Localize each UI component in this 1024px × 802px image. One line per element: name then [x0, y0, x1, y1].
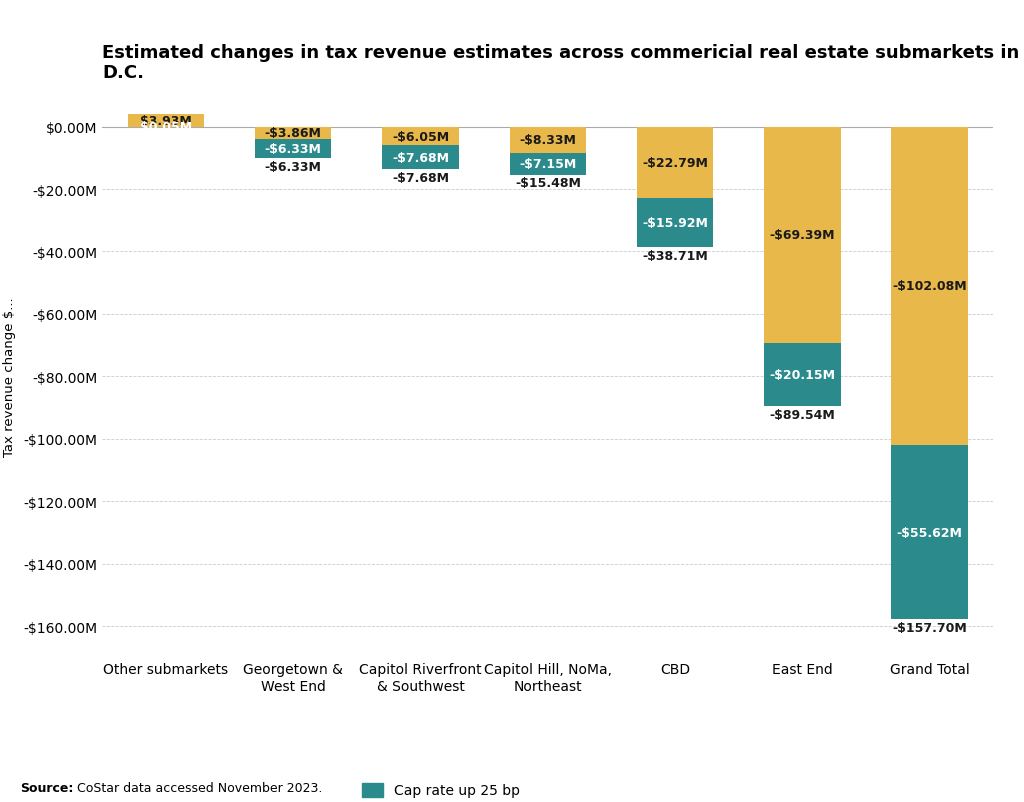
Bar — [382, 128, 459, 146]
Text: -$8.33M: -$8.33M — [519, 134, 577, 147]
Bar — [255, 140, 332, 160]
Text: -$7.68M: -$7.68M — [392, 172, 450, 184]
Bar — [510, 128, 586, 153]
Text: -$6.05M: -$6.05M — [392, 131, 450, 144]
Bar — [892, 446, 968, 619]
Text: -$7.68M: -$7.68M — [392, 152, 450, 164]
Text: CoStar data accessed November 2023.: CoStar data accessed November 2023. — [77, 781, 323, 794]
Bar — [892, 128, 968, 446]
Text: -$157.70M: -$157.70M — [892, 621, 967, 634]
Text: $0.05M: $0.05M — [140, 121, 193, 134]
Text: -$89.54M: -$89.54M — [769, 408, 836, 421]
Text: -$15.92M: -$15.92M — [642, 217, 708, 230]
Text: -$6.33M: -$6.33M — [265, 143, 322, 156]
Text: -$3.86M: -$3.86M — [265, 127, 322, 140]
Bar — [382, 146, 459, 170]
Text: -$15.48M: -$15.48M — [515, 177, 581, 190]
Bar — [255, 128, 332, 140]
Text: -$22.79M: -$22.79M — [642, 156, 708, 169]
Bar — [637, 199, 714, 248]
Text: Estimated changes in tax revenue estimates across commericial real estate submar: Estimated changes in tax revenue estimat… — [102, 43, 1020, 83]
Text: -$55.62M: -$55.62M — [897, 526, 963, 539]
Text: -$6.33M: -$6.33M — [265, 160, 322, 174]
Y-axis label: Tax revenue change $...: Tax revenue change $... — [3, 298, 16, 456]
Bar — [764, 344, 841, 407]
Text: Source:: Source: — [20, 781, 74, 794]
Legend: Cap rate up 25 bp, No new leases: Cap rate up 25 bp, No new leases — [361, 783, 520, 802]
Text: -$38.71M: -$38.71M — [642, 249, 708, 263]
Text: -$69.39M: -$69.39M — [770, 229, 836, 242]
Bar — [510, 153, 586, 176]
Bar — [128, 115, 204, 128]
Text: -$20.15M: -$20.15M — [769, 369, 836, 382]
Bar — [637, 128, 714, 199]
Text: $3.93M: $3.93M — [140, 115, 191, 128]
Text: -$102.08M: -$102.08M — [892, 280, 967, 293]
Text: -$7.15M: -$7.15M — [519, 158, 577, 171]
Bar — [764, 128, 841, 344]
